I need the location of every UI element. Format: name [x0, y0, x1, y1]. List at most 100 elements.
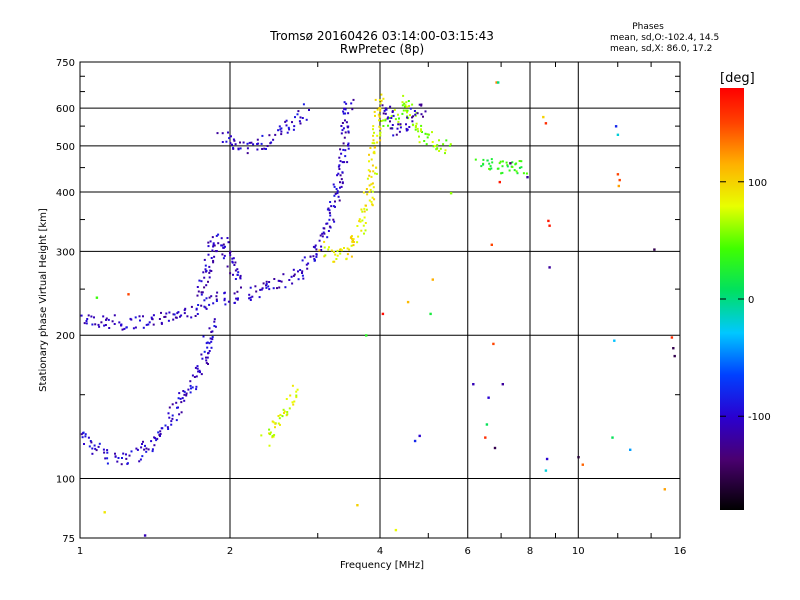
echo-point [301, 259, 304, 262]
echo-point [139, 458, 142, 461]
echo-point [151, 450, 154, 453]
echo-point [277, 415, 280, 417]
echo-point [106, 451, 109, 454]
echo-point [349, 236, 352, 239]
echo-point [154, 437, 157, 440]
echo-point [283, 412, 285, 414]
echo-point [361, 210, 364, 213]
echo-point [336, 190, 339, 193]
echo-point [427, 133, 430, 136]
echo-point [260, 288, 263, 291]
echo-point [338, 168, 341, 170]
echo-point [255, 290, 258, 293]
echo-point [212, 242, 215, 245]
echo-point [418, 434, 421, 438]
echo-point [351, 108, 354, 111]
echo-point [280, 133, 283, 136]
echo-point [321, 235, 324, 238]
echo-point [145, 447, 148, 450]
echo-point [415, 122, 418, 125]
echo-point [343, 107, 345, 110]
echo-point [405, 127, 408, 130]
echo-point [114, 455, 117, 458]
echo-point [200, 373, 203, 376]
echo-point [297, 110, 300, 113]
echo-point [83, 443, 85, 445]
echo-point [406, 109, 409, 112]
echo-point [334, 200, 336, 203]
echo-point [220, 244, 223, 247]
echo-point [362, 191, 365, 194]
echo-point [117, 457, 120, 459]
echo-point [616, 133, 620, 136]
echo-point [417, 130, 420, 133]
echo-point [315, 255, 318, 258]
echo-point [216, 132, 219, 135]
echo-point [343, 101, 346, 104]
echo-point [195, 385, 198, 388]
echo-point [102, 315, 105, 318]
echo-point [193, 376, 196, 378]
echo-point [157, 431, 160, 434]
echo-point [159, 430, 162, 433]
echo-point [498, 180, 501, 184]
echo-point [318, 239, 321, 242]
echo-point [205, 269, 208, 272]
echo-point [108, 327, 111, 329]
echo-point [208, 350, 211, 352]
echo-point [172, 313, 175, 316]
echo-point [212, 245, 215, 248]
echo-point [168, 416, 171, 419]
echo-point [249, 286, 252, 289]
echo-point [295, 390, 298, 393]
echo-point [401, 104, 404, 107]
echo-point [391, 127, 394, 130]
echo-point [180, 411, 183, 414]
echo-point [295, 394, 298, 397]
echo-point [347, 112, 350, 115]
echo-point [297, 270, 299, 273]
echo-point [178, 413, 181, 416]
echo-point [208, 276, 211, 279]
echo-point [397, 120, 400, 123]
echo-point [326, 222, 329, 225]
echo-point [204, 306, 207, 309]
echo-point [189, 380, 192, 383]
echo-point [418, 103, 421, 106]
echo-point [147, 323, 150, 326]
echo-point [408, 105, 411, 107]
echo-point [501, 160, 504, 163]
echo-point [90, 441, 93, 444]
echo-point [209, 240, 212, 243]
echo-point [145, 450, 148, 453]
echo-point [200, 353, 203, 356]
echo-point [210, 270, 213, 272]
echo-point [177, 311, 180, 314]
echo-point [221, 132, 224, 135]
echo-point [370, 158, 373, 161]
echo-point [360, 229, 363, 232]
echo-point [351, 237, 353, 240]
echo-point [329, 214, 332, 217]
echo-point [164, 424, 167, 427]
echo-point [439, 147, 442, 150]
echo-point [229, 254, 232, 257]
echo-point [339, 174, 342, 177]
echo-point [324, 254, 327, 257]
echo-point [87, 436, 90, 439]
echo-point [268, 444, 271, 447]
echo-point [525, 172, 528, 175]
echo-point [327, 230, 330, 232]
echo-point [214, 325, 217, 328]
chart-title-line2: RwPretec (8p) [339, 42, 425, 56]
echo-point [405, 109, 407, 112]
echo-point [301, 270, 304, 273]
echo-point [134, 316, 137, 319]
echo-point [153, 444, 156, 447]
echo-point [278, 286, 281, 289]
echo-point [82, 431, 85, 434]
echo-point [420, 103, 423, 106]
echo-point [431, 131, 433, 134]
echo-point [359, 220, 362, 223]
echo-point [178, 392, 181, 395]
